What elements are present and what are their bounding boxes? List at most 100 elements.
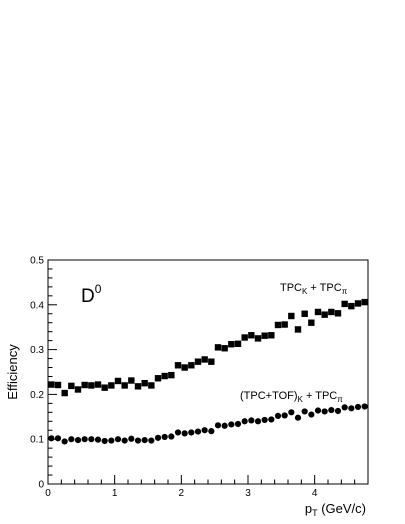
data-point-square: [154, 375, 162, 382]
x-tick-label: 4: [312, 488, 318, 499]
annotation-tpc-tof: (TPC+TOF)K + TPCπ: [240, 390, 343, 404]
x-tick-label: 1: [112, 488, 118, 499]
data-point-circle: [328, 406, 335, 414]
data-point-square: [228, 341, 235, 348]
data-point-square: [268, 332, 275, 339]
data-point-circle: [314, 407, 322, 414]
data-point-square: [194, 358, 202, 365]
data-point-circle: [68, 436, 75, 443]
data-point-circle: [161, 433, 168, 441]
data-point-circle: [288, 409, 295, 416]
data-point-square: [234, 340, 242, 347]
data-point-circle: [354, 403, 362, 411]
data-point-circle: [241, 418, 248, 425]
y-tick-label: 0.2: [30, 390, 44, 401]
data-point-square: [48, 381, 55, 388]
data-point-circle: [234, 420, 242, 428]
annotation-tpc-tof-1: (TPC+TOF): [240, 390, 298, 402]
annotation-tpc-1: TPC: [280, 282, 302, 294]
y-tick-label: 0.3: [30, 345, 44, 356]
data-point-square: [361, 298, 368, 306]
x-axis-title: pT (GeV/c): [305, 501, 366, 518]
data-point-circle: [361, 403, 368, 410]
annotation-tpc-2: K: [302, 287, 308, 296]
data-point-circle: [228, 421, 235, 428]
data-point-circle: [341, 404, 348, 411]
data-point-square: [148, 382, 155, 389]
y-tick-label: 0: [38, 480, 44, 491]
annotation-tpc-tof-2: K: [298, 395, 304, 404]
data-point-square: [181, 364, 188, 371]
data-point-square: [288, 312, 295, 320]
data-point-circle: [148, 437, 155, 444]
data-point-circle: [154, 434, 162, 441]
data-point-circle: [254, 418, 262, 425]
data-point-circle: [88, 436, 95, 443]
x-axis-title-sub: T: [312, 508, 318, 518]
data-point-square: [341, 300, 348, 308]
data-point-square: [314, 308, 322, 316]
data-point-circle: [274, 412, 282, 420]
data-point-circle: [248, 417, 255, 424]
data-point-square: [254, 335, 262, 342]
data-point-circle: [108, 437, 115, 444]
data-point-circle: [214, 422, 222, 429]
data-point-square: [128, 377, 135, 384]
data-point-circle: [194, 428, 202, 435]
data-point-square: [68, 382, 75, 390]
data-point-square: [54, 381, 62, 389]
y-axis-ticks: 0 0.1 0.2 0.3 0.4 0.5: [30, 256, 57, 491]
data-point-square: [294, 326, 302, 333]
series-tpc-squares: [48, 298, 368, 397]
data-point-square: [94, 381, 102, 388]
data-point-circle: [121, 437, 128, 444]
data-point-circle: [174, 429, 182, 436]
annotation-tpc-3: + TPC: [307, 282, 341, 294]
data-point-square: [348, 302, 355, 310]
data-point-square: [334, 310, 342, 317]
data-point-square: [81, 381, 88, 389]
data-point-circle: [301, 408, 308, 415]
data-point-circle: [201, 427, 208, 434]
data-point-square: [108, 382, 115, 389]
data-point-square: [248, 332, 255, 339]
x-tick-label: 3: [245, 488, 251, 499]
data-point-square: [168, 371, 175, 379]
data-point-square: [114, 377, 122, 385]
data-point-square: [221, 345, 228, 352]
data-point-square: [61, 389, 68, 397]
data-point-circle: [188, 429, 195, 436]
data-point-square: [161, 372, 168, 380]
data-point-circle: [48, 435, 55, 442]
data-point-circle: [308, 411, 315, 418]
data-point-circle: [101, 437, 108, 445]
data-point-circle: [81, 436, 88, 443]
data-point-square: [88, 382, 95, 389]
x-axis-title-unit: (GeV/c): [318, 501, 366, 516]
annotation-tpc-tof-4: π: [337, 395, 343, 404]
particle-label-main: D: [81, 286, 95, 307]
data-point-circle: [294, 414, 302, 421]
data-point-square: [74, 386, 82, 393]
data-point-circle: [168, 433, 175, 440]
data-point-square: [301, 310, 308, 317]
series-tpc-tof-circles: [48, 403, 368, 445]
data-point-circle: [321, 408, 328, 415]
data-point-square: [201, 356, 208, 363]
annotation-tpc-tof-3: + TPC: [303, 390, 337, 402]
data-point-square: [328, 308, 335, 316]
data-point-square: [308, 319, 315, 326]
data-point-square: [174, 362, 182, 369]
data-point-square: [134, 383, 142, 390]
x-axis-ticks: 0 1 2 3 4: [45, 475, 369, 499]
data-point-circle: [348, 405, 355, 412]
data-point-circle: [334, 407, 342, 415]
data-point-square: [261, 332, 268, 339]
data-point-circle: [261, 416, 268, 424]
data-point-square: [141, 380, 148, 387]
y-tick-label: 0.4: [30, 300, 44, 311]
data-point-square: [354, 300, 362, 307]
x-tick-label: 0: [45, 488, 51, 499]
data-point-circle: [208, 428, 215, 435]
